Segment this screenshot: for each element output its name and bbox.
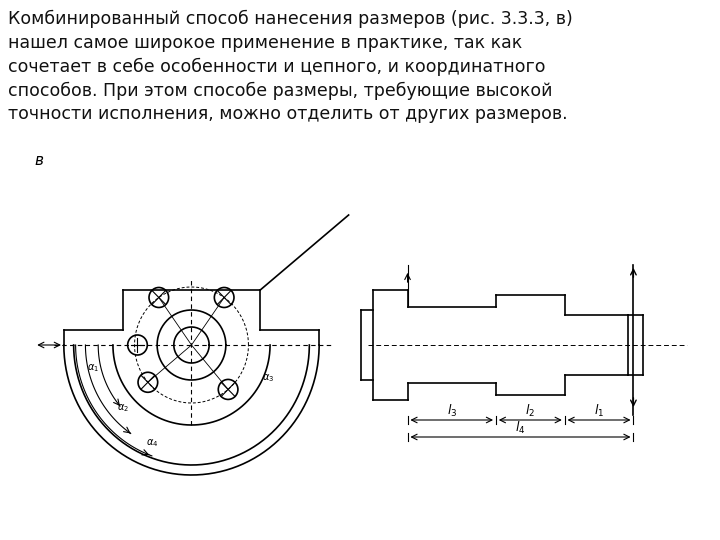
Text: $l_2$: $l_2$	[526, 403, 536, 419]
Text: $\alpha_3$: $\alpha_3$	[262, 372, 274, 384]
Text: $\alpha_2$: $\alpha_2$	[117, 402, 129, 414]
Text: $l_4$: $l_4$	[516, 420, 526, 436]
Text: в: в	[35, 153, 43, 168]
Text: $l_1$: $l_1$	[594, 403, 604, 419]
Text: $\alpha_4$: $\alpha_4$	[146, 437, 158, 449]
Text: Комбинированный способ нанесения размеров (рис. 3.3.3, в)
нашел самое широкое пр: Комбинированный способ нанесения размеро…	[8, 10, 572, 123]
Text: $l_3$: $l_3$	[446, 403, 457, 419]
Text: $\alpha_1$: $\alpha_1$	[87, 362, 99, 374]
